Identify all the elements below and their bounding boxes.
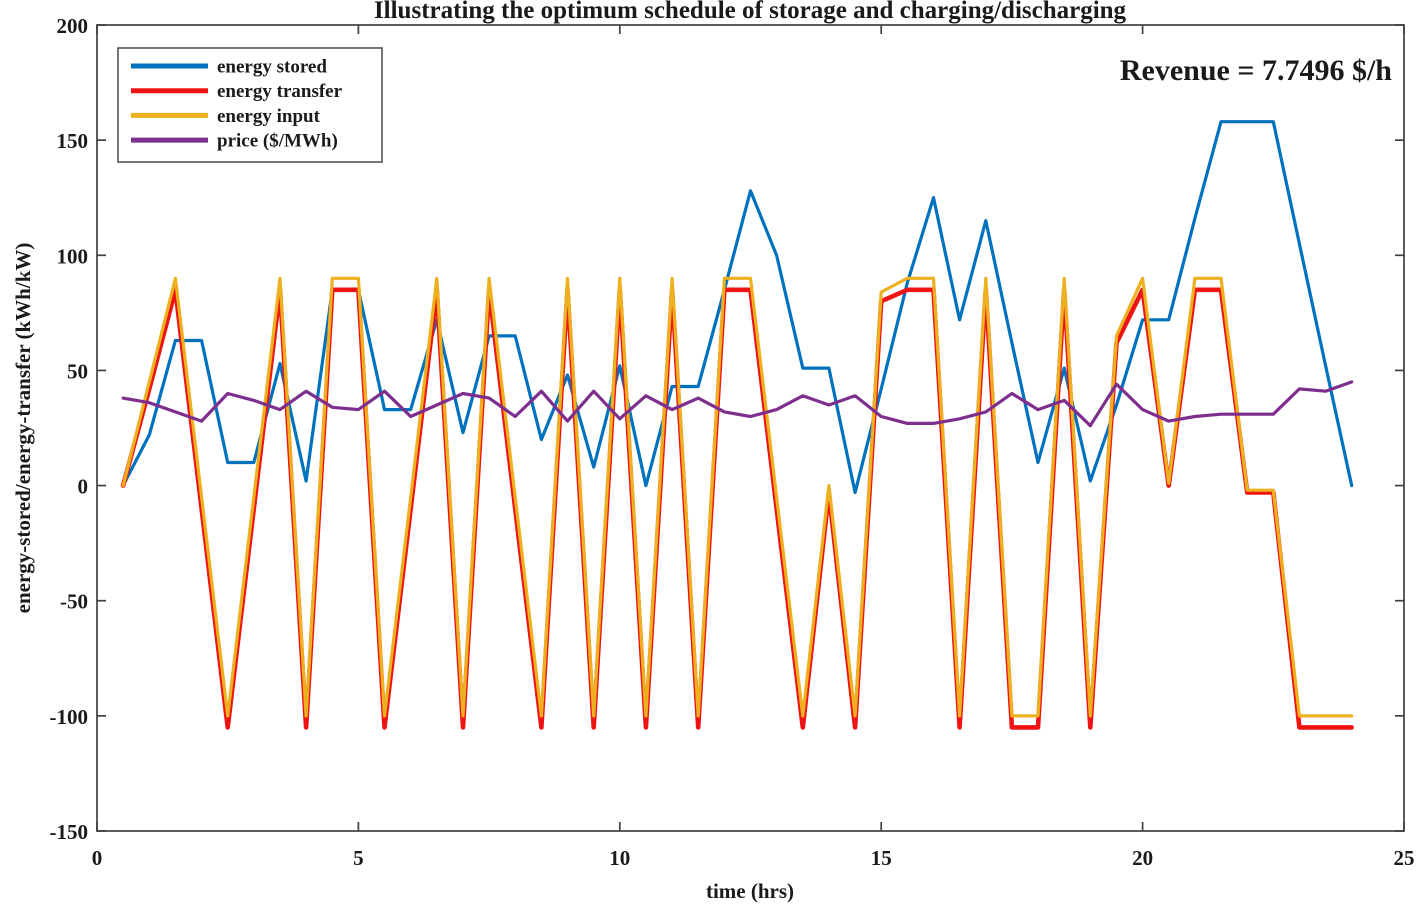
x-tick-label: 10 [609, 846, 630, 870]
x-tick-label: 20 [1132, 846, 1153, 870]
x-tick-label: 25 [1394, 846, 1415, 870]
revenue-annotation: Revenue = 7.7496 $/h [1120, 54, 1392, 87]
y-axis-label: energy-stored/energy-transfer (kWh/kW) [11, 243, 35, 614]
y-tick-label: 150 [57, 129, 89, 153]
legend-entry-label: energy input [217, 106, 321, 127]
legend-entry-label: energy stored [217, 57, 327, 78]
series-energy-input [121, 276, 1354, 718]
series-lines [120, 120, 1354, 730]
chart-title: Illustrating the optimum schedule of sto… [374, 0, 1127, 24]
y-tick-label: 50 [67, 359, 88, 383]
x-axis-label: time (hrs) [706, 879, 794, 903]
x-tick-label: 15 [871, 846, 892, 870]
tick-labels: 0 5 10 15 20 25 -150 -100 -50 0 50 100 150 200 [50, 14, 1415, 870]
y-tick-label: -150 [50, 820, 89, 844]
x-tick-label: 5 [353, 846, 364, 870]
legend: energy stored energy transfer energy input… [117, 47, 383, 163]
legend-entry-label: price ($/MWh) [217, 131, 338, 152]
axes-box [96, 24, 1405, 832]
x-tick-label: 0 [92, 846, 103, 870]
series-price-MWh [121, 380, 1354, 428]
legend-entry-label: energy transfer [217, 81, 343, 102]
y-tick-label: -50 [60, 590, 88, 614]
y-tick-label: 0 [78, 475, 89, 499]
y-tick-label: -100 [50, 705, 89, 729]
y-tick-label: 200 [57, 14, 89, 38]
y-tick-label: 100 [57, 244, 89, 268]
